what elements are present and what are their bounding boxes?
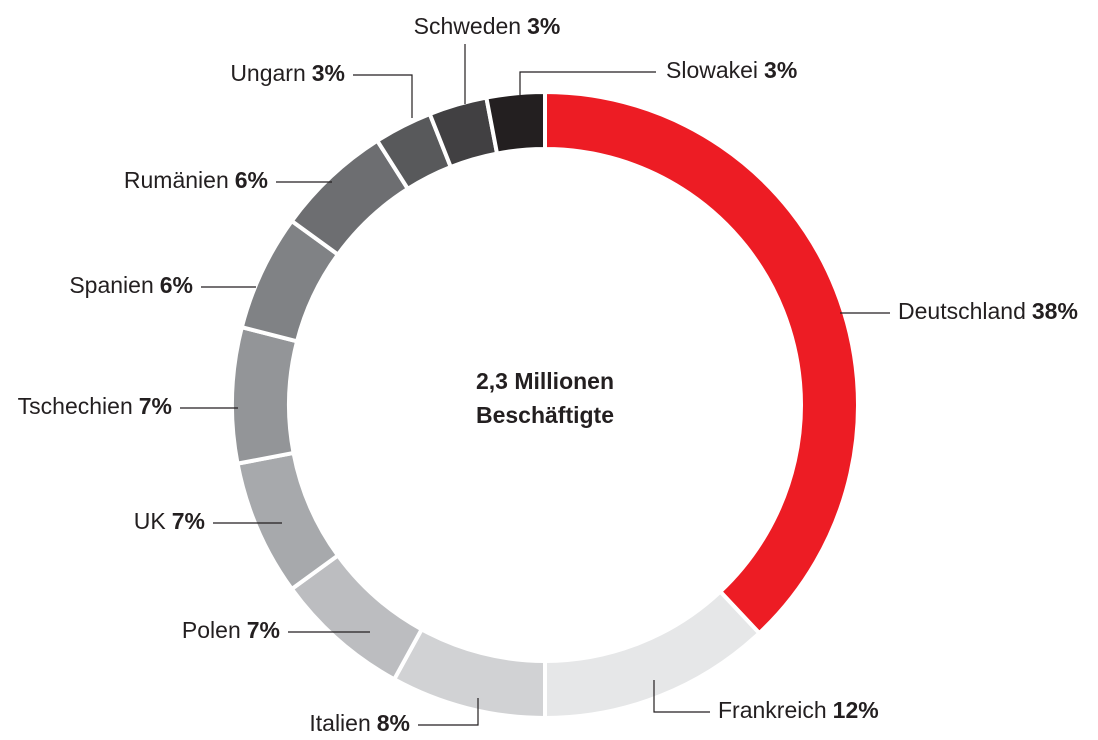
segment-label: Polen 7%: [182, 617, 280, 643]
segment-label: Ungarn 3%: [230, 60, 345, 86]
leader-line: [653, 680, 710, 713]
value-label: 3%: [764, 57, 797, 83]
category-name: Polen: [182, 617, 241, 643]
segment-label: Italien 8%: [309, 710, 410, 736]
segment-label: Frankreich 12%: [718, 697, 879, 723]
value-label: 3%: [312, 60, 345, 86]
category-name: UK: [134, 508, 167, 534]
donut-segment: [230, 324, 300, 466]
donut-segment: [543, 89, 860, 636]
category-name: Ungarn: [230, 60, 305, 86]
leader-line: [519, 71, 656, 95]
category-name: Spanien: [69, 272, 153, 298]
category-name: Italien: [309, 710, 370, 736]
segment-label: Tschechien 7%: [18, 393, 172, 419]
center-label: 2,3 Millionen: [476, 368, 614, 394]
donut-segment: [391, 626, 547, 721]
value-label: 6%: [235, 167, 268, 193]
donut-segment: [235, 450, 341, 592]
segment-label: Deutschland 38%: [898, 298, 1078, 324]
leader-line: [418, 698, 479, 726]
category-name: Deutschland: [898, 298, 1026, 324]
value-label: 12%: [833, 697, 879, 723]
value-label: 8%: [377, 710, 410, 736]
category-name: Tschechien: [18, 393, 133, 419]
donut-segment: [484, 89, 547, 156]
leader-line: [353, 74, 413, 118]
value-label: 7%: [172, 508, 205, 534]
category-name: Schweden: [414, 13, 521, 39]
segment-label: UK 7%: [134, 508, 205, 534]
segment-label: Spanien 6%: [69, 272, 193, 298]
value-label: 6%: [160, 272, 193, 298]
value-label: 7%: [247, 617, 280, 643]
value-label: 7%: [139, 393, 172, 419]
value-label: 38%: [1032, 298, 1078, 324]
value-label: 3%: [527, 13, 560, 39]
center-label: Beschäftigte: [476, 402, 614, 428]
segment-label: Rumänien 6%: [124, 167, 268, 193]
category-name: Rumänien: [124, 167, 229, 193]
segment-label: Schweden 3%: [414, 13, 561, 39]
segment-label: Slowakei 3%: [666, 57, 797, 83]
category-name: Slowakei: [666, 57, 758, 83]
category-name: Frankreich: [718, 697, 827, 723]
